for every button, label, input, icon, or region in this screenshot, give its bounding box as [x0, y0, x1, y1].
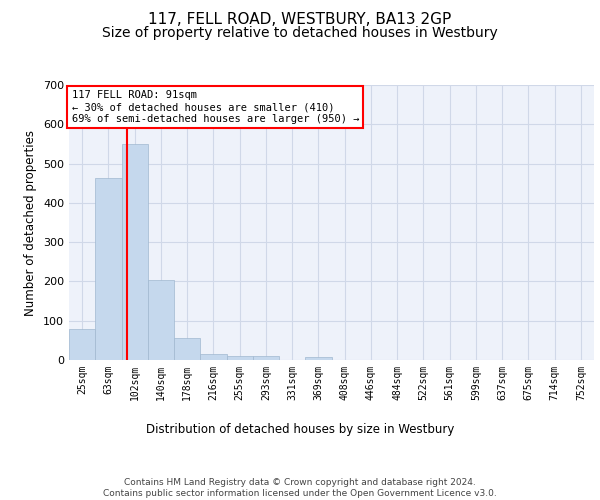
- Bar: [69, 330, 95, 360]
- Bar: [148, 280, 174, 360]
- Bar: [227, 356, 253, 360]
- Text: Size of property relative to detached houses in Westbury: Size of property relative to detached ho…: [102, 26, 498, 40]
- Bar: [305, 357, 331, 360]
- Bar: [253, 356, 279, 360]
- Text: Distribution of detached houses by size in Westbury: Distribution of detached houses by size …: [146, 422, 454, 436]
- Bar: [174, 338, 200, 360]
- Y-axis label: Number of detached properties: Number of detached properties: [25, 130, 37, 316]
- Text: 117 FELL ROAD: 91sqm
← 30% of detached houses are smaller (410)
69% of semi-deta: 117 FELL ROAD: 91sqm ← 30% of detached h…: [71, 90, 359, 124]
- Bar: [200, 354, 227, 360]
- Bar: [121, 144, 148, 360]
- Text: Contains HM Land Registry data © Crown copyright and database right 2024.
Contai: Contains HM Land Registry data © Crown c…: [103, 478, 497, 498]
- Bar: [95, 178, 121, 360]
- Text: 117, FELL ROAD, WESTBURY, BA13 2GP: 117, FELL ROAD, WESTBURY, BA13 2GP: [148, 12, 452, 28]
